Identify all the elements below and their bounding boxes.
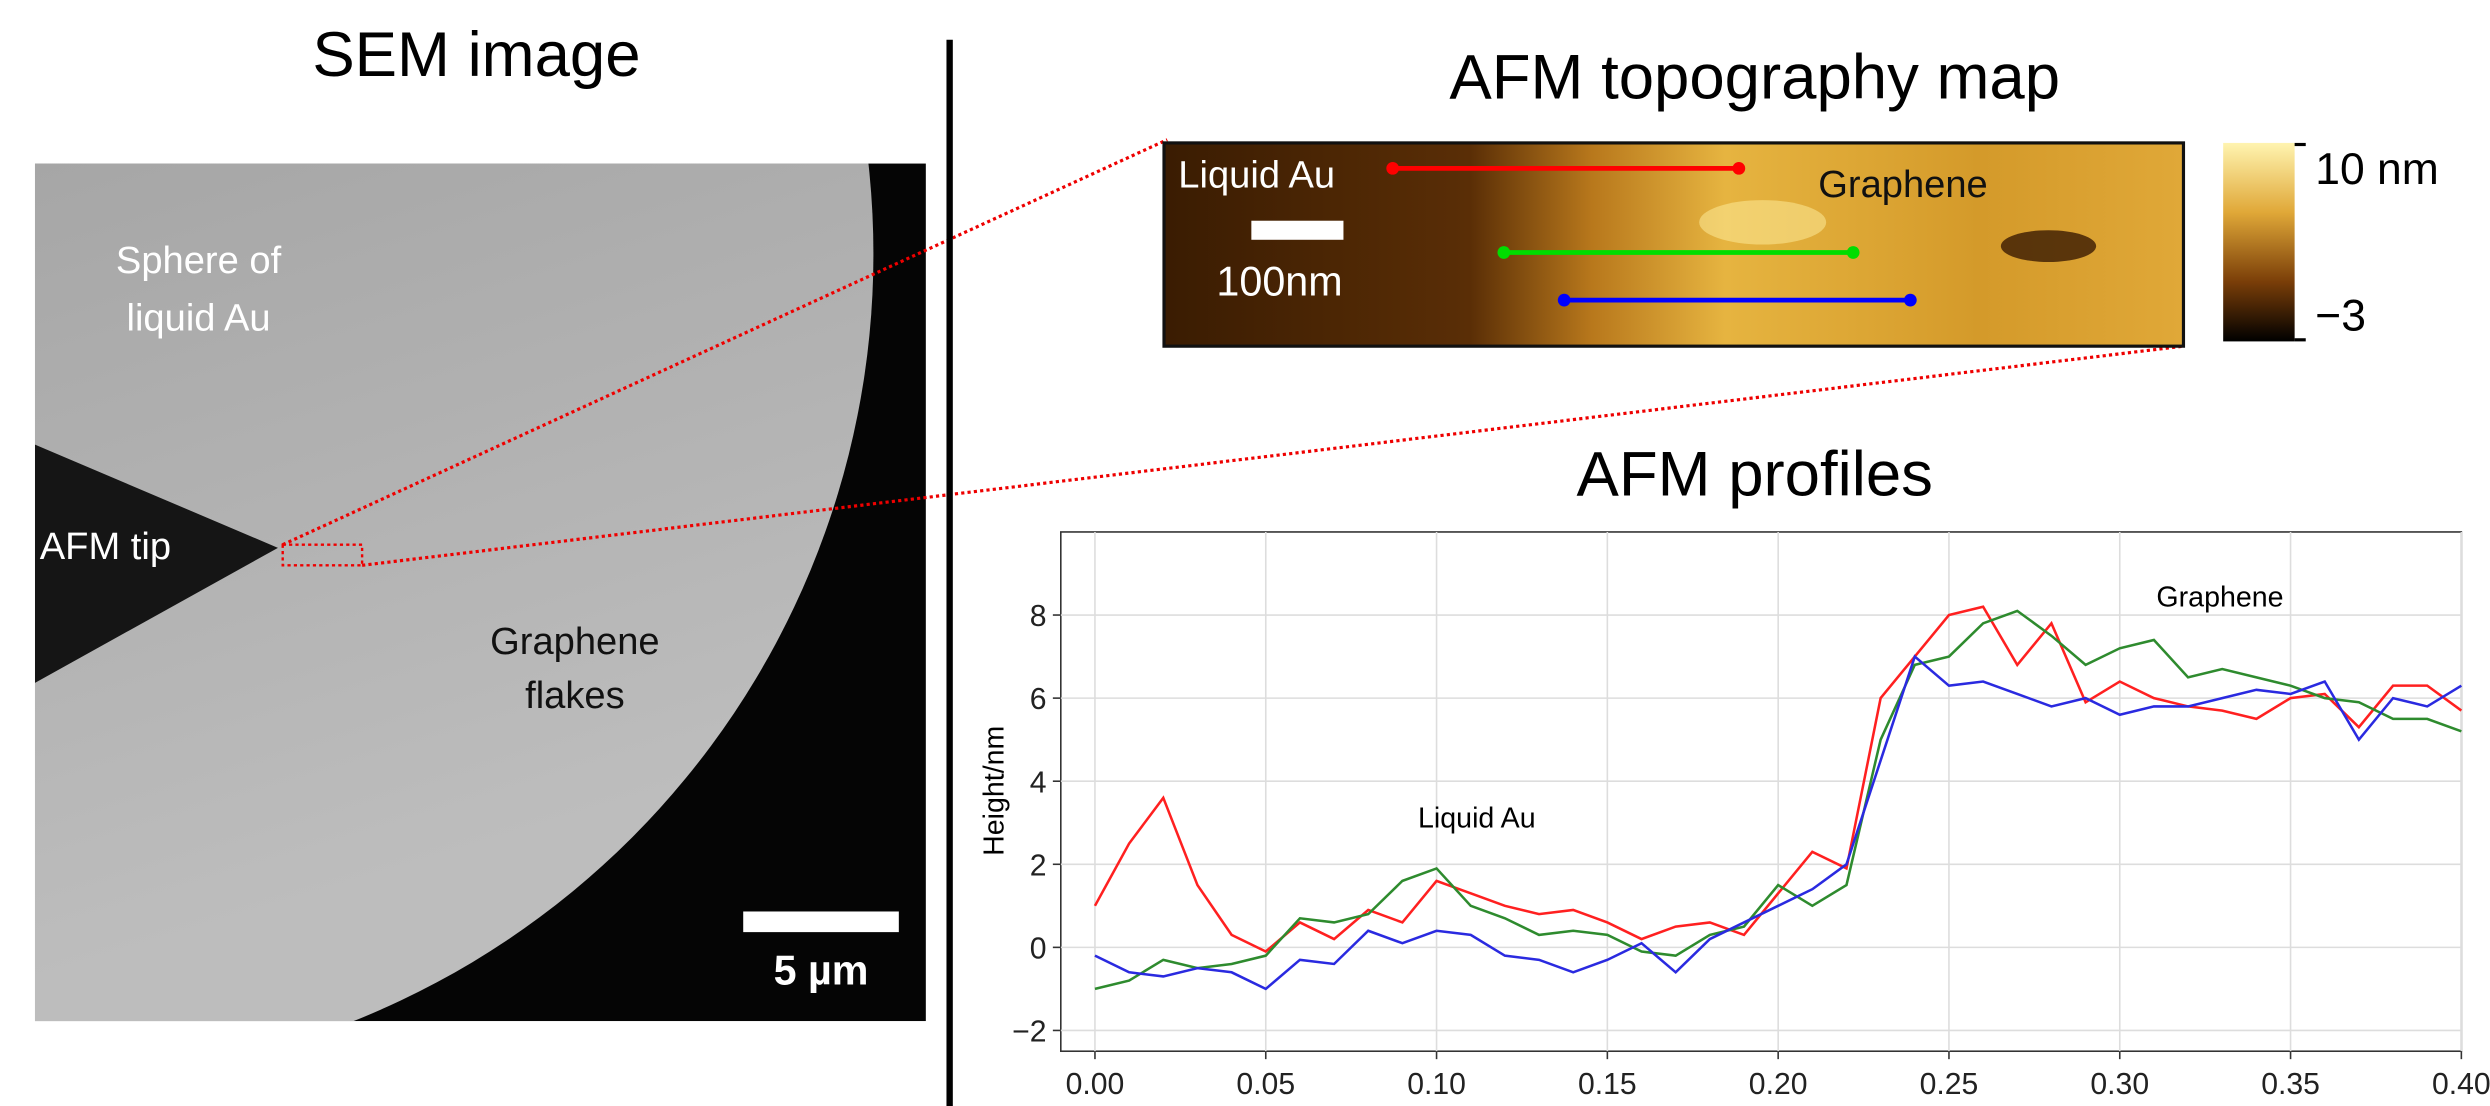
profile-end (1557, 293, 1571, 307)
map-label: Liquid Au (1178, 154, 1335, 196)
y-tick-label: 6 (1030, 683, 1047, 716)
profile-end (1903, 293, 1917, 307)
scale-bar (743, 911, 899, 933)
x-tick-label: 0.10 (1407, 1068, 1466, 1101)
y-tick-label: −2 (1012, 1016, 1046, 1049)
x-tick-label: 0.25 (1920, 1068, 1979, 1101)
x-tick-label: 0.15 (1578, 1068, 1637, 1101)
map-label: Graphene (1818, 164, 1988, 206)
y-tick-label: 2 (1030, 849, 1047, 882)
scale-bar-label: 5 µm (774, 948, 869, 994)
series-line (1094, 609, 2462, 991)
y-tick-label: 8 (1030, 600, 1047, 633)
x-tick-label: 0.35 (2261, 1068, 2320, 1101)
y-axis-label: Height/nm (979, 726, 1011, 856)
profile-end (1497, 246, 1511, 259)
afm-tip (34, 444, 278, 683)
profile-end (1386, 161, 1400, 175)
sem-label: liquid Au (127, 297, 271, 339)
sem-label: flakes (525, 675, 625, 717)
annotation: Graphene (2156, 582, 2283, 614)
plot: 0.00 0.05 0.10 0.15 0.20 0.25 0.30 0.35 0.40 −2 0 2… (1012, 531, 2490, 1101)
chart-title: AFM profiles (1577, 439, 1933, 509)
map-title: AFM topography map (1449, 42, 2060, 112)
x-tick-label: 0.00 (1066, 1068, 1125, 1101)
series-line (1093, 605, 2463, 954)
map-label: 100nm (1216, 258, 1342, 304)
gold-sphere (34, 163, 874, 1022)
map-feature (2000, 230, 2097, 263)
y-tick-label: 4 (1030, 766, 1047, 799)
profile-end (1732, 161, 1746, 175)
sem-label: AFM tip (40, 526, 171, 568)
profile-end (1846, 246, 1860, 259)
map-feature (1699, 200, 1827, 245)
map-scale-bar (1251, 220, 1344, 240)
zoom-line (361, 344, 2184, 567)
x-tick-label: 0.20 (1749, 1068, 1808, 1101)
sem-label: Sphere of (116, 240, 282, 282)
colorbar-label: −3 (2315, 291, 2366, 340)
scan-region (281, 543, 364, 567)
sem-title: SEM image (312, 20, 640, 90)
series-line (1094, 654, 2463, 991)
x-tick-label: 0.30 (2090, 1068, 2149, 1101)
y-tick-label: 0 (1030, 932, 1047, 965)
sem-label: Graphene (490, 621, 660, 663)
annotation: Liquid Au (1418, 802, 1536, 834)
colorbar (2223, 142, 2295, 342)
x-tick-label: 0.40 (2432, 1068, 2490, 1101)
x-tick-label: 0.05 (1236, 1068, 1295, 1101)
colorbar-label: 10 nm (2315, 145, 2439, 194)
